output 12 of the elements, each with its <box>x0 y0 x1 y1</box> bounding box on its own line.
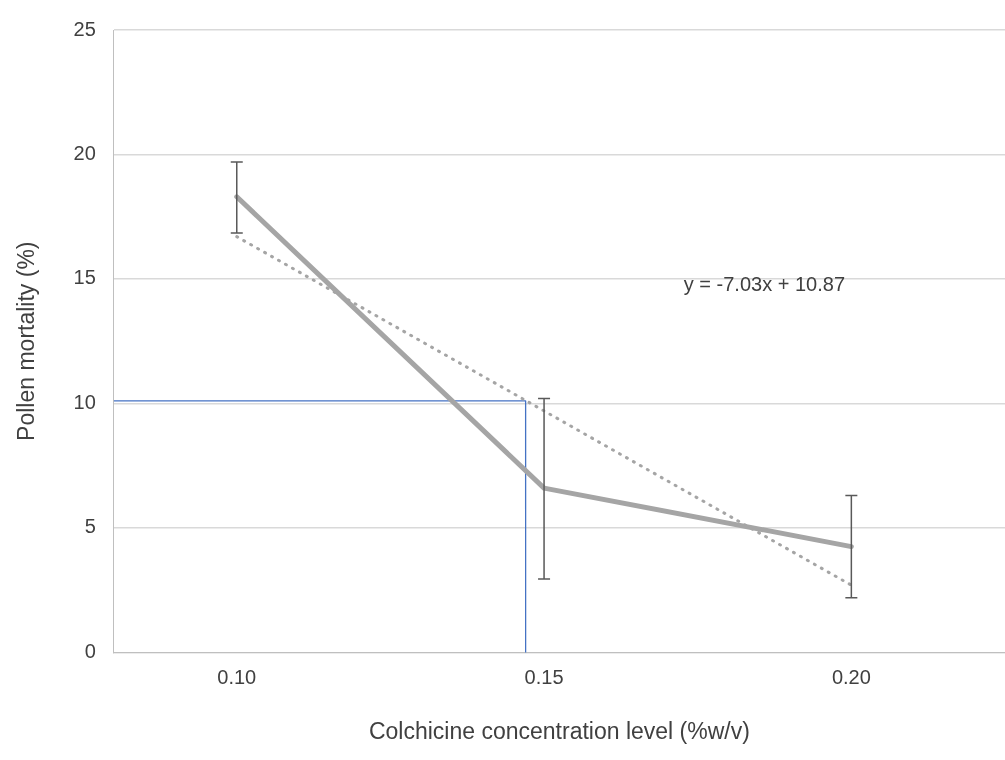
x-tick-label: 0.15 <box>524 665 564 688</box>
y-tick-label: 25 <box>73 17 96 40</box>
y-tick-label: 15 <box>73 266 96 289</box>
y-axis-title: Pollen mortality (%) <box>13 241 40 441</box>
x-tick-label: 0.10 <box>217 665 257 688</box>
x-axis-title: Colchicine concentration level (%w/v) <box>368 717 750 744</box>
annotation: y = -7.03x + 10.87 <box>683 272 846 295</box>
y-tick-label: 5 <box>84 515 96 538</box>
x-tick-label: 0.20 <box>831 665 871 688</box>
y-tick-label: 20 <box>73 142 96 164</box>
y-tick-label: 0 <box>84 639 96 662</box>
y-tick-label: 10 <box>73 390 96 413</box>
